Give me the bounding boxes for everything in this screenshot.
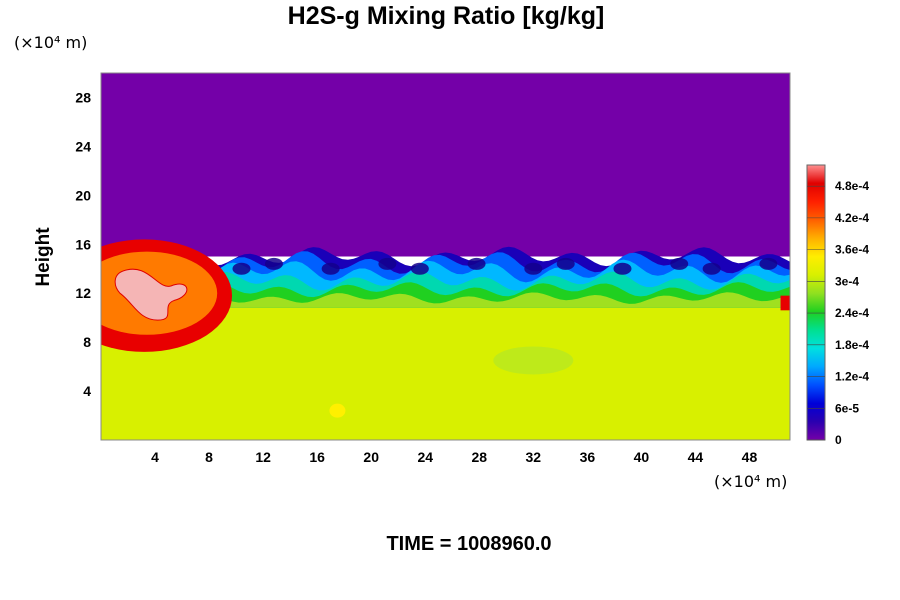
x-axis: 4 8 12 16 20 24 28 32 36 40 44 48 <box>151 449 757 465</box>
x-tick-label: 8 <box>205 449 213 465</box>
max-patch <box>114 268 188 321</box>
colorbar-tick-label: 3e-4 <box>835 274 859 288</box>
x-tick-label: 36 <box>580 449 596 465</box>
vortex-curl <box>524 262 543 275</box>
chart-title: H2S-g Mixing Ratio [kg/kg] <box>288 2 605 30</box>
y-tick-label: 20 <box>75 187 91 203</box>
x-tick-label: 4 <box>151 449 159 465</box>
x-tick-label: 20 <box>363 449 379 465</box>
x-tick-label: 28 <box>471 449 487 465</box>
mixing-band <box>101 292 790 308</box>
vortex-curl <box>670 257 689 270</box>
y-tick-label: 8 <box>83 334 91 350</box>
vortex-curl <box>759 257 778 270</box>
x-tick-label: 40 <box>634 449 650 465</box>
colorbar-tick-label: 1.2e-4 <box>835 370 869 384</box>
colorbar-tick-label: 4.2e-4 <box>835 211 869 225</box>
vortex-curl <box>321 262 340 275</box>
x-tick-label: 32 <box>526 449 542 465</box>
vortex-curl <box>410 262 429 275</box>
right-edge-patch <box>780 295 790 311</box>
colorbar <box>806 164 826 441</box>
plot-frame <box>100 72 791 441</box>
vortex-curl <box>613 262 632 275</box>
colorbar-tick-label: 6e-5 <box>835 401 859 415</box>
colorbar-tick-label: 4.8e-4 <box>835 179 869 193</box>
x-unit-label: (×10⁴ m) <box>714 472 787 491</box>
colorbar-tick-label: 3.6e-4 <box>835 243 869 257</box>
time-label: TIME = 1008960.0 <box>386 533 551 555</box>
upper-region <box>101 73 790 257</box>
vortex-curl <box>264 257 283 270</box>
yellow-spot <box>329 403 346 418</box>
vortex-curl <box>702 262 721 275</box>
vortex-curl <box>556 257 575 270</box>
y-unit-label: (×10⁴ m) <box>14 33 87 52</box>
colorbar-tick-label: 1.8e-4 <box>835 338 869 352</box>
x-tick-label: 44 <box>688 449 704 465</box>
y-tick-label: 4 <box>83 383 91 399</box>
plot-area <box>101 73 790 440</box>
y-tick-label: 12 <box>75 285 91 301</box>
lower-blob <box>493 346 574 375</box>
x-tick-label: 16 <box>309 449 325 465</box>
y-tick-label: 16 <box>75 236 91 252</box>
y-axis: 4 8 12 16 20 24 28 <box>75 89 91 399</box>
vortex-curl <box>378 257 397 270</box>
x-tick-label: 24 <box>417 449 433 465</box>
vortex-curl <box>232 262 251 275</box>
vortex-curl <box>467 257 486 270</box>
colorbar-ticks: 0 6e-5 1.2e-4 1.8e-4 2.4e-4 3e-4 3.6e-4 4.2e-4 4… <box>807 179 869 447</box>
colorbar-tick-label: 0 <box>835 433 842 447</box>
y-axis-title: Height <box>33 227 54 287</box>
x-tick-label: 12 <box>255 449 271 465</box>
y-tick-label: 28 <box>75 89 91 105</box>
y-tick-label: 24 <box>75 138 91 154</box>
x-tick-label: 48 <box>742 449 758 465</box>
colorbar-tick-label: 2.4e-4 <box>835 306 869 320</box>
